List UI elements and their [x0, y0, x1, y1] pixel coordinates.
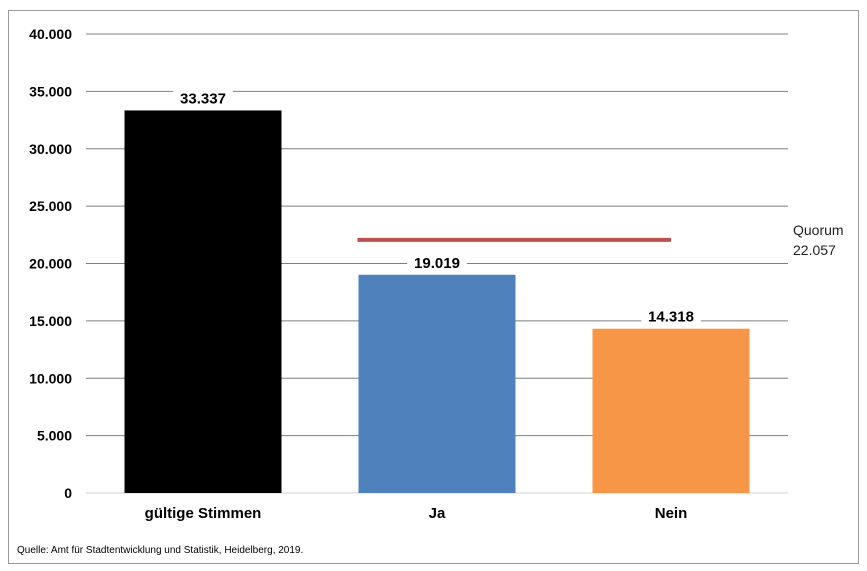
y-tick-label: 15.000: [29, 313, 72, 329]
y-tick-label: 25.000: [29, 198, 72, 214]
data-label-bg: [173, 88, 233, 107]
data-label: 33.337: [180, 90, 226, 107]
bar: [124, 110, 282, 494]
y-tick-label: 40.000: [29, 26, 72, 42]
y-tick-label: 0: [64, 485, 72, 501]
quorum-label: Quorum: [793, 222, 844, 238]
quorum-reference: Quorum 22.057: [357, 222, 844, 258]
y-tick-label: 5.000: [37, 428, 72, 444]
data-label-bg: [407, 252, 467, 271]
data-label-bg: [641, 306, 701, 325]
bar: [592, 328, 750, 493]
bars: [124, 110, 750, 494]
y-tick-label: 30.000: [29, 141, 72, 157]
y-tick-label: 10.000: [29, 370, 72, 386]
quorum-value: 22.057: [793, 242, 836, 258]
bar: [358, 274, 516, 493]
y-tick-label: 35.000: [29, 83, 72, 99]
category-label: Ja: [429, 505, 446, 522]
data-label: 19.019: [414, 255, 460, 272]
source-note: Quelle: Amt für Stadtentwicklung und Sta…: [17, 545, 304, 556]
y-tick-label: 20.000: [29, 256, 72, 272]
category-labels: gültige Stimmen Ja Nein: [145, 505, 688, 522]
data-label: 14.318: [648, 309, 694, 326]
category-label: Nein: [655, 505, 688, 522]
category-label: gültige Stimmen: [145, 505, 262, 522]
y-axis-ticks: 0 5.000 10.000 15.000 20.000 25.000 30.000 35.0…: [29, 26, 72, 501]
data-labels: 33.337 19.019 14.318: [173, 88, 701, 326]
